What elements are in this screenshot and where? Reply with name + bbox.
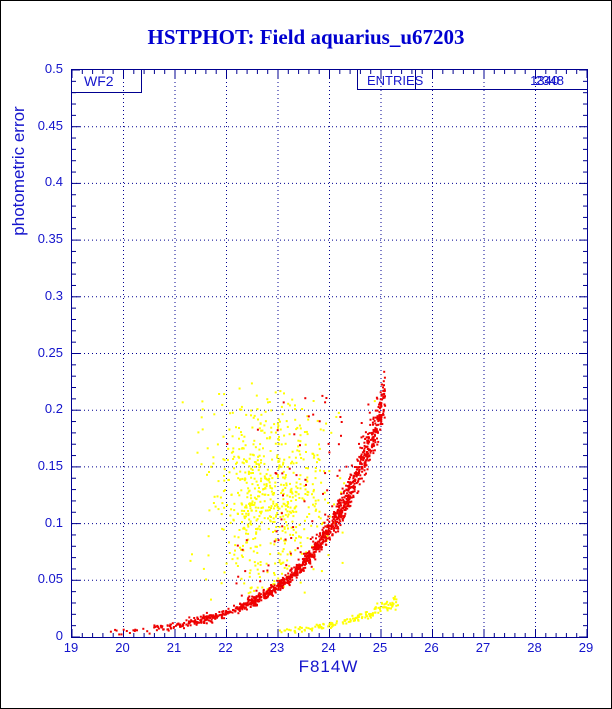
y-tick-label: 0.45 (37, 117, 63, 133)
entries-count-1: 2348 (535, 73, 564, 88)
x-tick-label: 28 (527, 640, 542, 655)
entries-count-2: 1340 (530, 73, 559, 88)
entries-label: ENTRIES (367, 73, 424, 88)
x-tick-label: 23 (269, 640, 285, 655)
chart-title: HSTPHOT: Field aquarius_u67203 (147, 25, 465, 49)
y-tick-label: 0.3 (44, 287, 63, 303)
x-tick-label: 26 (424, 640, 439, 655)
entries-box: ENTRIES 2348 1340 (357, 70, 587, 90)
y-tick-label: 0.5 (44, 61, 63, 76)
chip-label: WF2 (84, 73, 114, 89)
y-tick-label: 0.05 (37, 571, 63, 587)
y-tick-label: 0.35 (37, 231, 63, 247)
entries-box-divider (415, 70, 416, 89)
y-tick-label: 0 (55, 628, 63, 643)
chip-label-box: WF2 (72, 70, 142, 93)
y-tick-label: 0.25 (37, 344, 63, 360)
x-axis-label: F814W (298, 657, 359, 676)
scatter-canvas (72, 70, 587, 637)
y-tick-label: 0.2 (44, 401, 63, 417)
x-tick-label: 21 (166, 640, 182, 655)
x-tick-label: 25 (372, 640, 388, 655)
x-tick-label: 19 (63, 640, 79, 655)
x-tick-label: 29 (578, 640, 594, 655)
plot-area: WF2 ENTRIES 2348 1340 (71, 69, 588, 638)
x-tick-label: 27 (475, 640, 491, 655)
x-tick-label: 24 (321, 640, 336, 655)
x-tick-label: 22 (218, 640, 233, 655)
y-tick-label: 0.15 (37, 457, 63, 473)
y-tick-label: 0.1 (44, 514, 63, 530)
x-tick-label: 20 (115, 640, 130, 655)
y-tick-label: 0.4 (44, 174, 63, 190)
